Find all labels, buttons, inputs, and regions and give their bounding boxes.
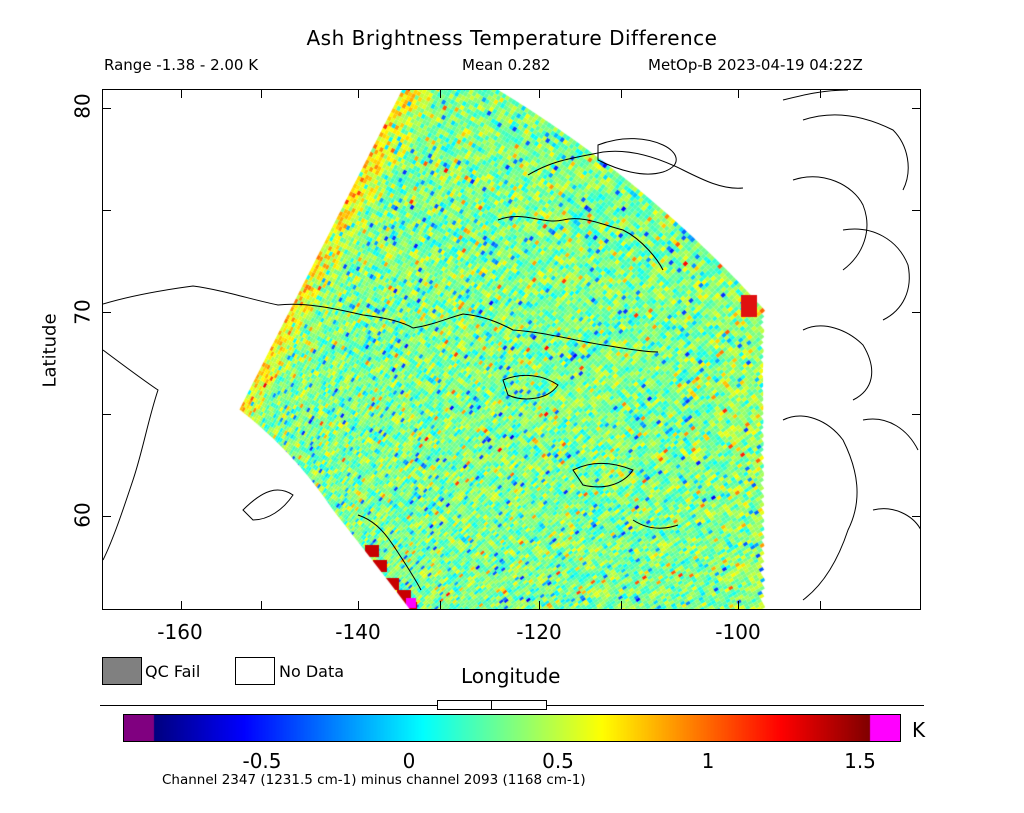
y-tick-label-60: 60	[70, 502, 95, 528]
x-tick-mark	[358, 89, 359, 98]
coastline-path	[242, 489, 294, 521]
x-tick-mark	[358, 601, 359, 610]
y-axis-label: Latitude	[39, 313, 61, 388]
coastline-path	[502, 374, 559, 400]
y-tick-mark	[912, 414, 921, 415]
y-tick-mark	[102, 108, 111, 109]
coastline-path	[782, 415, 858, 601]
x-tick-mark	[539, 89, 540, 98]
y-tick-mark	[102, 312, 111, 313]
colorbar-tick-neg05: -0.5	[242, 749, 282, 773]
x-tick-label-140: -140	[335, 620, 381, 644]
coastline-path	[527, 150, 744, 189]
coastline-path	[792, 176, 868, 271]
x-axis-label: Longitude	[461, 664, 561, 688]
no-data-label: No Data	[279, 662, 345, 681]
qc-fail-label: QC Fail	[145, 662, 201, 681]
y-tick-mark	[912, 108, 921, 109]
y-tick-mark	[102, 210, 111, 211]
coastline-path	[357, 514, 422, 591]
x-tick-mark	[738, 601, 739, 610]
coastline-path	[862, 418, 919, 451]
colorbar-border	[123, 714, 901, 742]
coastline-path	[497, 216, 664, 271]
colorbar-gradient	[123, 714, 901, 742]
map-panel[interactable]	[102, 89, 921, 610]
coastline-overlay	[103, 90, 920, 601]
x-tick-label-160: -160	[157, 620, 203, 644]
x-tick-mark	[261, 601, 262, 610]
y-tick-mark	[912, 210, 921, 211]
source-readout: MetOp-B 2023-04-19 04:22Z	[648, 56, 863, 74]
x-tick-mark	[440, 601, 441, 610]
slider-center-mark	[491, 701, 492, 709]
colorbar-tick-15: 1.5	[844, 749, 876, 773]
coastline-path	[103, 285, 659, 353]
channel-footnote: Channel 2347 (1231.5 cm-1) minus channel…	[162, 772, 586, 788]
swath-raster	[103, 90, 920, 609]
x-tick-mark	[621, 601, 622, 610]
range-readout: Range -1.38 - 2.00 K	[104, 56, 259, 74]
y-tick-mark	[912, 516, 921, 517]
qc-fail-swatch	[102, 657, 142, 685]
x-tick-mark	[181, 89, 182, 98]
x-tick-mark	[820, 601, 821, 610]
coastline-path	[782, 90, 909, 191]
coastline-path	[872, 508, 920, 530]
coastline-path	[597, 138, 677, 175]
y-tick-label-70: 70	[70, 299, 95, 325]
coastline-path	[103, 349, 159, 561]
x-tick-label-120: -120	[516, 620, 562, 644]
coastline-path	[802, 325, 873, 401]
colorbar-tick-1: 1	[701, 749, 715, 773]
x-tick-mark	[738, 89, 739, 98]
coastline-path	[842, 228, 910, 321]
colorbar-tick-0: 0	[402, 749, 416, 773]
x-tick-mark	[539, 601, 540, 610]
y-tick-mark	[102, 516, 111, 517]
coastline-path	[572, 462, 634, 488]
colorbar-slider-handle[interactable]	[437, 700, 547, 710]
chart-title: Ash Brightness Temperature Difference	[306, 26, 718, 50]
mean-readout: Mean 0.282	[462, 56, 551, 74]
x-tick-mark	[181, 601, 182, 610]
x-tick-mark	[820, 89, 821, 98]
colorbar-tick-05: 0.5	[542, 749, 574, 773]
x-tick-label-100: -100	[715, 620, 761, 644]
coastline-path	[632, 519, 679, 529]
x-tick-mark	[621, 89, 622, 98]
y-tick-label-80: 80	[70, 93, 95, 119]
no-data-swatch	[235, 657, 275, 685]
x-tick-mark	[261, 89, 262, 98]
y-tick-mark	[102, 414, 111, 415]
y-tick-mark	[912, 312, 921, 313]
colorbar-unit: K	[912, 718, 926, 742]
x-tick-mark	[440, 89, 441, 98]
colorbar	[123, 714, 901, 742]
